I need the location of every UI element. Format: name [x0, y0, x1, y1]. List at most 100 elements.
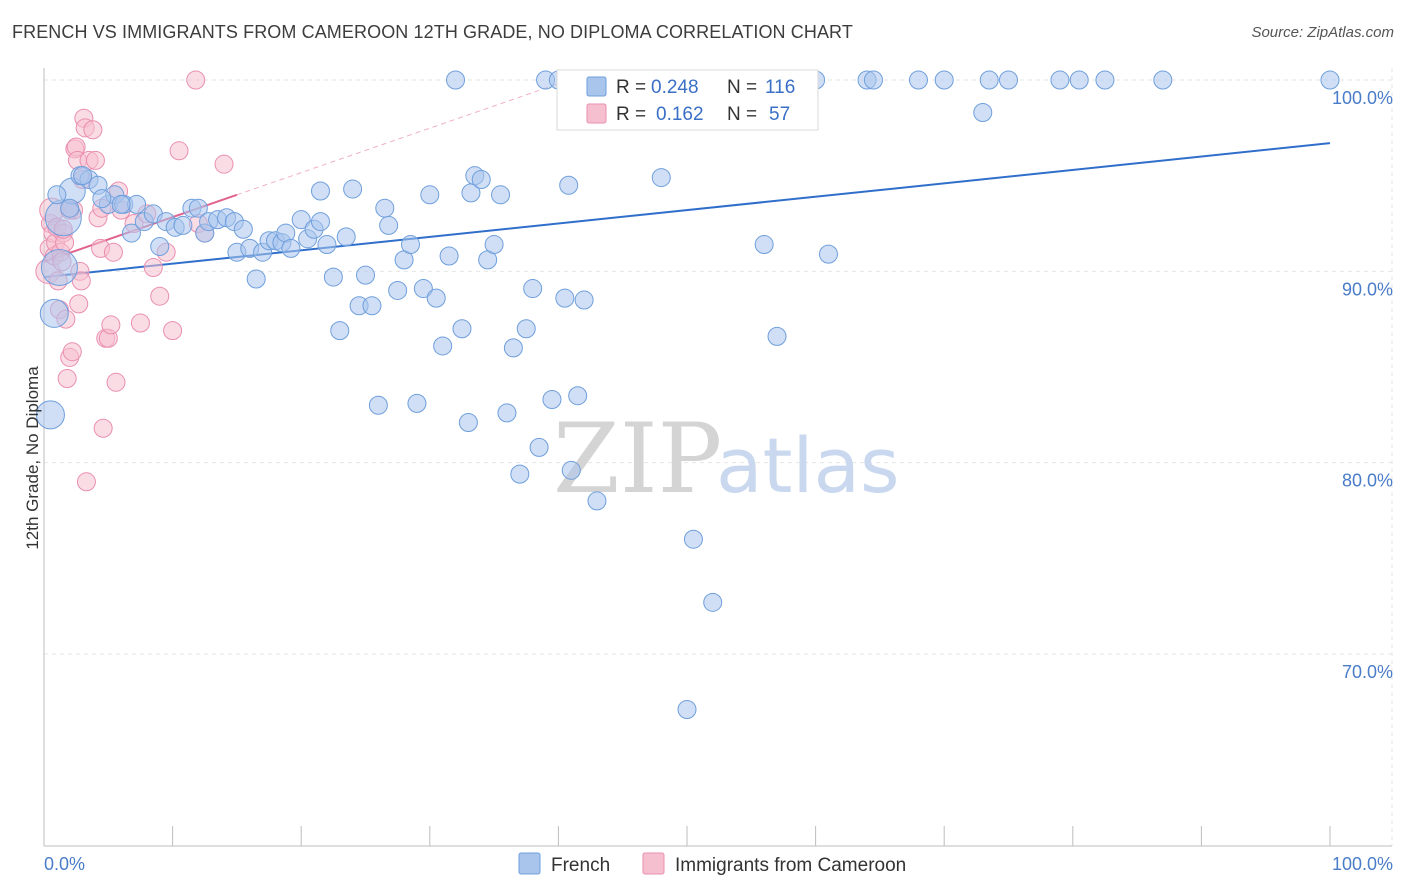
french-point — [433, 336, 453, 356]
series-legend-label-cameroon[interactable]: Immigrants from Cameroon — [675, 855, 906, 876]
watermark-zip: ZIP — [553, 403, 722, 515]
french-point — [818, 244, 838, 264]
french-point — [375, 198, 395, 218]
french-point — [47, 185, 67, 205]
french-point — [908, 70, 928, 90]
french-point — [35, 400, 65, 430]
x-tick-labels: 0.0% 100.0% — [44, 854, 1393, 874]
legend-r-value-cameroon: 0.162 — [656, 104, 704, 125]
x-tick-label-0: 0.0% — [44, 854, 85, 874]
y-axis-label: 12th Grade, No Diploma — [23, 366, 42, 550]
french-point — [999, 70, 1018, 90]
series-legend-swatch-french[interactable] — [518, 852, 541, 875]
french-point — [863, 70, 883, 90]
french-point — [310, 181, 330, 201]
french-point — [336, 227, 356, 247]
french-point — [559, 175, 579, 195]
french-point — [767, 326, 787, 346]
grid-lines — [44, 68, 1393, 846]
french-point — [458, 412, 478, 432]
french-point — [973, 103, 993, 123]
x-tick-label-1: 100.0% — [1332, 854, 1393, 874]
french-point — [92, 189, 112, 209]
french-point — [587, 491, 607, 511]
french-point — [934, 70, 954, 90]
french-point — [407, 393, 427, 413]
cameroon-point — [106, 372, 126, 392]
french-point — [356, 265, 375, 285]
cameroon-point — [93, 418, 113, 438]
french-point — [420, 185, 440, 205]
french-point — [246, 269, 266, 289]
french-point — [471, 169, 491, 189]
french-point — [683, 529, 703, 549]
cameroon-point — [214, 154, 234, 174]
legend-r-label-cameroon: R = — [616, 104, 646, 125]
legend-n-label-french: N = — [727, 77, 757, 98]
series-legend-swatch-cameroon[interactable] — [642, 852, 665, 875]
french-point — [542, 390, 562, 410]
french-point — [574, 290, 594, 310]
series-legend-label-french[interactable]: French — [551, 855, 610, 876]
stats-legend: R = 0.248 N = 116 R = 0.162 N = 57 — [556, 69, 819, 131]
french-point — [491, 185, 511, 205]
legend-n-value-french: 116 — [765, 77, 795, 98]
y-tick-labels: 70.0% 80.0% 90.0% 100.0% — [1332, 88, 1393, 682]
legend-r-label-french: R = — [616, 77, 646, 98]
cameroon-point — [101, 315, 121, 335]
french-point — [484, 235, 504, 255]
french-point — [523, 279, 543, 299]
french-point — [1153, 70, 1173, 90]
french-point — [330, 321, 350, 341]
french-point — [60, 198, 80, 218]
french-point — [343, 179, 363, 199]
french-point — [310, 212, 330, 232]
cameroon-point — [163, 321, 183, 341]
legend-n-label-cameroon: N = — [727, 104, 757, 125]
y-tick-label-1: 80.0% — [1342, 471, 1393, 491]
french-point — [979, 70, 999, 90]
french-point — [677, 699, 697, 719]
french-point — [503, 338, 523, 358]
french-point — [561, 460, 581, 480]
french-point — [439, 246, 459, 266]
cameroon-point — [69, 294, 89, 314]
cameroon-point — [169, 141, 189, 161]
french-point — [379, 215, 399, 235]
cameroon-point — [130, 313, 150, 333]
cameroon-point — [85, 150, 105, 170]
french-point — [39, 298, 69, 328]
french-point — [555, 288, 575, 308]
y-tick-label-2: 90.0% — [1342, 279, 1393, 299]
french-point — [1050, 70, 1070, 90]
legend-n-value-cameroon: 57 — [769, 104, 790, 125]
legend-r-value-french: 0.248 — [651, 77, 699, 98]
french-point — [40, 249, 78, 287]
chart-title: FRENCH VS IMMIGRANTS FROM CAMEROON 12TH … — [12, 22, 853, 42]
legend-swatch-french — [586, 76, 607, 97]
french-point — [401, 235, 421, 255]
french-point — [568, 386, 588, 406]
cameroon-point — [57, 368, 77, 388]
cameroon-point — [71, 271, 91, 291]
french-points — [35, 70, 1340, 719]
french-point — [368, 395, 388, 415]
french-point — [413, 279, 433, 299]
french-point — [510, 464, 530, 484]
cameroon-point — [150, 286, 170, 306]
french-point — [173, 215, 193, 235]
cameroon-trend-extension — [236, 69, 598, 196]
french-point — [446, 70, 466, 90]
legend-swatch-cameroon — [586, 103, 607, 124]
french-point — [426, 288, 446, 308]
french-point — [121, 223, 141, 243]
french-point — [529, 437, 549, 457]
french-point — [317, 235, 337, 255]
french-point — [281, 238, 301, 258]
y-tick-label-3: 100.0% — [1332, 88, 1393, 108]
cameroon-point — [143, 258, 163, 278]
cameroon-point — [62, 342, 82, 362]
french-point — [362, 296, 382, 316]
french-point — [73, 166, 93, 186]
french-point — [516, 319, 536, 339]
